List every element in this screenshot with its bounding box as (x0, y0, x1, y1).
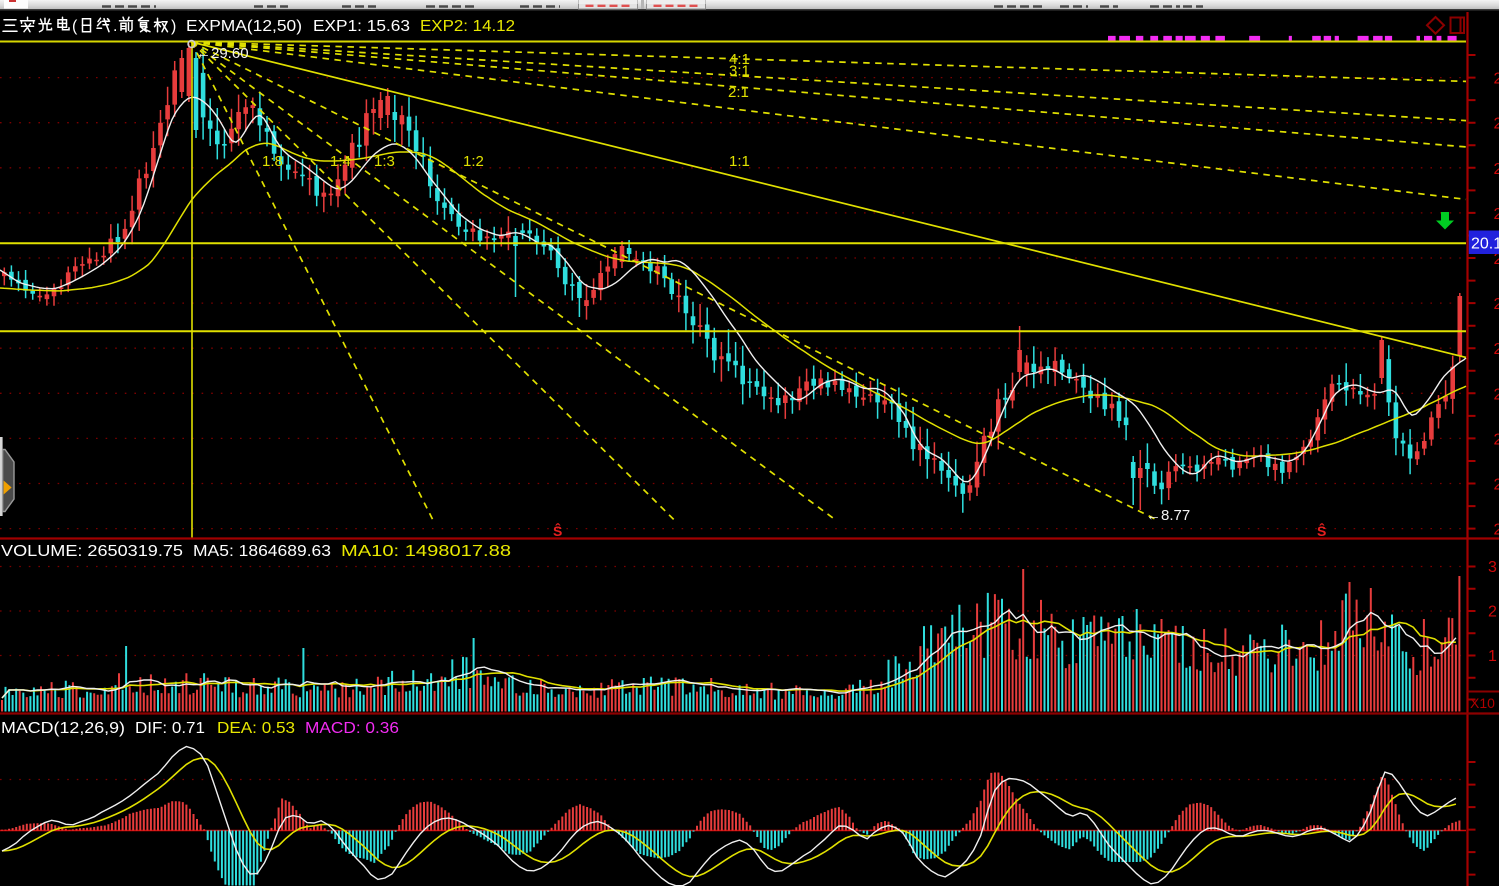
svg-text:2: 2 (1494, 296, 1499, 313)
svg-text:←29.60: ←29.60 (196, 45, 249, 62)
svg-text:Ŝ: Ŝ (1317, 522, 1326, 539)
svg-text:VOLUME: 2650319.75: VOLUME: 2650319.75 (1, 543, 183, 560)
svg-text:MACD(12,26,9): MACD(12,26,9) (1, 720, 125, 737)
svg-text:2: 2 (1494, 116, 1499, 133)
svg-text:EXP1: 15.63: EXP1: 15.63 (313, 18, 410, 35)
svg-text:EXPMA(12,50): EXPMA(12,50) (186, 18, 302, 35)
svg-text:1:8: 1:8 (262, 153, 283, 170)
svg-text:1:1: 1:1 (729, 153, 750, 170)
svg-text:20.19: 20.19 (1471, 236, 1499, 253)
svg-text:2: 2 (1494, 161, 1499, 178)
svg-text:1:4: 1:4 (330, 153, 351, 170)
svg-text:.: . (113, 18, 117, 35)
svg-text:1: 1 (1488, 648, 1497, 665)
svg-text:X10: X10 (1470, 695, 1495, 711)
svg-text:2: 2 (1494, 477, 1499, 494)
svg-text:DIF: 0.71: DIF: 0.71 (135, 720, 205, 737)
svg-text:Ŝ: Ŝ (553, 522, 562, 539)
svg-text:2: 2 (1494, 341, 1499, 358)
svg-text:2: 2 (1494, 522, 1499, 539)
svg-text:4:1: 4:1 (729, 51, 750, 68)
svg-text:EXP2: 14.12: EXP2: 14.12 (420, 18, 515, 35)
svg-text:←8.77: ←8.77 (1146, 507, 1190, 524)
svg-text:DEA: 0.53: DEA: 0.53 (217, 720, 295, 737)
svg-text:3:1: 3:1 (729, 63, 750, 80)
svg-text:MA10: 1498017.88: MA10: 1498017.88 (341, 543, 511, 560)
svg-text:3: 3 (1488, 559, 1497, 576)
svg-text:2: 2 (1494, 251, 1499, 268)
svg-text:2: 2 (1488, 604, 1497, 621)
svg-text:2: 2 (1494, 386, 1499, 403)
svg-text:2:1: 2:1 (728, 84, 749, 101)
svg-text:2: 2 (1494, 71, 1499, 88)
svg-text:1:3: 1:3 (374, 153, 395, 170)
svg-text:2: 2 (1494, 431, 1499, 448)
svg-text:(: ( (72, 18, 78, 35)
svg-text:1:2: 1:2 (463, 153, 484, 170)
svg-text:2: 2 (1494, 206, 1499, 223)
svg-text:MA5: 1864689.63: MA5: 1864689.63 (193, 543, 331, 560)
svg-text:): ) (171, 18, 176, 35)
svg-text:MACD: 0.36: MACD: 0.36 (305, 720, 399, 737)
